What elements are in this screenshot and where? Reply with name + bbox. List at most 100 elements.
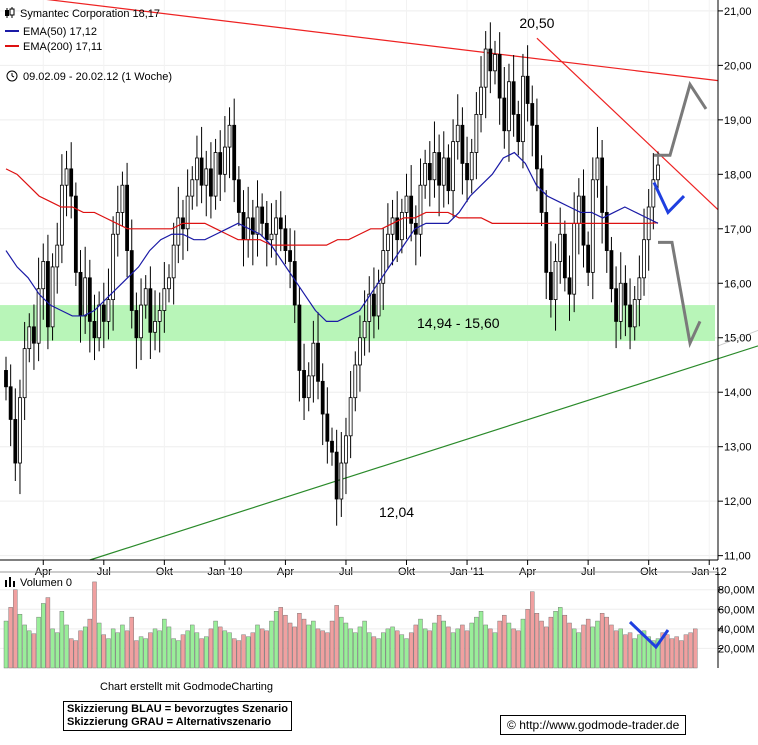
candle-body xyxy=(232,124,237,181)
volume-bar xyxy=(78,630,83,669)
candle-body xyxy=(64,168,69,186)
volume-bar xyxy=(190,624,195,669)
candle-body xyxy=(576,195,581,224)
volume-bar xyxy=(590,626,595,669)
volume-bar xyxy=(13,589,18,669)
candle-body xyxy=(120,184,125,213)
volume-bar xyxy=(269,620,274,669)
volume-bar xyxy=(87,618,93,669)
volume-bar xyxy=(110,628,116,669)
candle-body xyxy=(143,288,148,306)
scenario-sketches xyxy=(652,80,708,349)
candle-body xyxy=(488,48,493,72)
candle-body xyxy=(460,124,465,164)
grey-scenario-up-sketch xyxy=(654,80,708,157)
volume-tick-label: 20,00M xyxy=(718,643,755,655)
volume-bar xyxy=(436,614,442,669)
candle-body xyxy=(157,310,162,322)
volume-bar xyxy=(422,628,428,669)
volume-bar xyxy=(278,607,283,669)
chart-credit: Chart erstellt mit GodmodeCharting xyxy=(100,681,274,693)
volume-bar xyxy=(599,613,605,669)
candle-body xyxy=(92,321,97,339)
volume-bar xyxy=(609,624,614,669)
candle-body xyxy=(171,244,176,279)
volume-bar xyxy=(264,630,269,669)
candle-body xyxy=(204,168,209,186)
candle-body xyxy=(255,206,260,235)
volume-bar xyxy=(646,636,651,669)
candle-body xyxy=(125,184,129,251)
volume-bar xyxy=(520,618,526,669)
candle-body xyxy=(316,342,320,382)
source-url[interactable]: http://www.godmode-trader.de xyxy=(519,718,680,732)
candle-body xyxy=(302,370,306,399)
volume-bar xyxy=(660,632,665,669)
candle-body xyxy=(344,435,348,464)
volume-bar xyxy=(353,632,358,669)
volume-bar xyxy=(516,630,521,669)
volume-bar xyxy=(222,630,228,669)
candle-body xyxy=(311,342,316,377)
candle-body xyxy=(614,288,618,322)
candle-body xyxy=(101,304,106,322)
low-annotation: 12,04 xyxy=(379,504,414,520)
candle-body xyxy=(656,164,660,181)
volume-bar xyxy=(55,632,60,669)
volume-bar xyxy=(218,626,223,669)
volume-bar xyxy=(478,611,484,669)
volume-bar xyxy=(171,638,176,669)
volume-bar xyxy=(241,634,246,669)
volume-bar xyxy=(404,638,409,669)
candle-body xyxy=(446,157,451,192)
volume-bar xyxy=(674,636,679,669)
candle-body xyxy=(69,168,74,197)
candle-body xyxy=(586,244,591,273)
candle-body xyxy=(78,271,83,317)
volume-bar xyxy=(488,628,493,669)
price-tick-label: 13,00 xyxy=(724,442,752,454)
volume-bar xyxy=(339,616,344,669)
volume-bar xyxy=(148,632,153,669)
volume-bar xyxy=(357,626,363,669)
candle-icon xyxy=(5,7,15,18)
volume-bar xyxy=(539,620,544,669)
candle-body xyxy=(134,310,139,339)
volume-bar xyxy=(474,616,479,669)
candle-body xyxy=(399,212,404,241)
candle-body xyxy=(455,124,460,143)
volume-bar xyxy=(157,630,162,669)
candle-body xyxy=(353,364,358,399)
volume-bar xyxy=(688,632,693,669)
volume-bar xyxy=(567,622,572,669)
volume-tick-label: 80,00M xyxy=(718,585,755,597)
price-tick-label: 18,00 xyxy=(724,169,752,181)
candle-body xyxy=(427,163,432,181)
candle-body xyxy=(106,299,111,322)
candle-body xyxy=(521,75,525,143)
ema50-line xyxy=(5,151,659,323)
volume-bar xyxy=(176,640,181,669)
volume-bar xyxy=(27,630,32,669)
candle-body xyxy=(362,321,367,339)
candle-body xyxy=(274,217,279,235)
candle-body xyxy=(609,250,614,290)
volume-bar xyxy=(464,630,470,669)
volume-bar xyxy=(134,640,139,669)
candle-body xyxy=(27,326,32,350)
source-link[interactable]: © http://www.godmode-trader.de xyxy=(500,715,687,735)
volume-bar xyxy=(450,632,456,669)
price-tick-label: 19,00 xyxy=(724,115,752,127)
volume-bar xyxy=(129,616,134,669)
volume-bar xyxy=(311,620,316,669)
volume-bar xyxy=(395,630,400,669)
trendlines xyxy=(46,0,758,561)
volume-bar xyxy=(469,622,474,669)
volume-bar xyxy=(669,638,675,669)
candle-body xyxy=(260,206,265,224)
candle-body xyxy=(358,337,362,366)
volume-bar xyxy=(231,638,237,669)
volume-bar xyxy=(8,607,13,669)
candle-body xyxy=(595,157,600,181)
candle-body xyxy=(562,233,567,279)
